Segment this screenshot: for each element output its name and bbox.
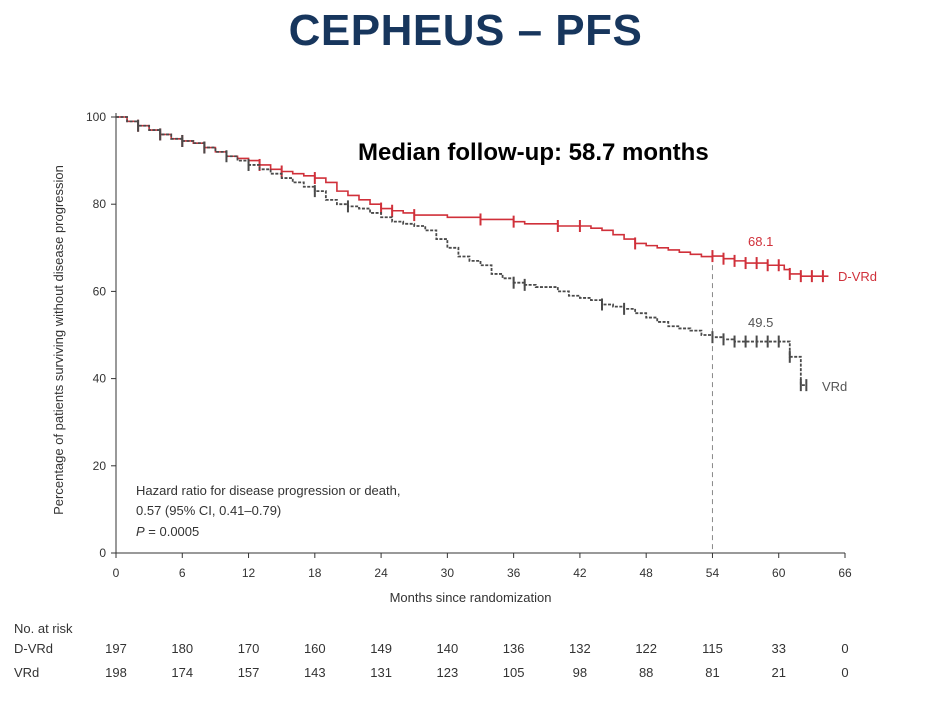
p-value: = 0.0005 [145,524,200,539]
vrd-end-label: VRd [822,379,847,394]
hazard-ratio-line1: Hazard ratio for disease progression or … [136,483,400,498]
x-tick-label: 30 [441,566,455,580]
risk-value-vrd: 81 [705,665,719,680]
risk-value-dvrd: 33 [771,641,785,656]
risk-value-vrd: 105 [503,665,525,680]
hazard-ratio-line2: 0.57 (95% CI, 0.41–0.79) [136,503,281,518]
y-tick-label: 100 [86,110,106,124]
risk-value-vrd: 98 [573,665,587,680]
risk-value-vrd: 88 [639,665,653,680]
risk-value-dvrd: 180 [171,641,193,656]
x-tick-label: 0 [113,566,120,580]
y-tick-label: 0 [99,546,106,560]
y-tick-label: 40 [93,372,107,386]
y-axis-title: Percentage of patients surviving without… [51,165,66,515]
risk-value-vrd: 21 [771,665,785,680]
risk-value-dvrd: 0 [841,641,848,656]
risk-value-vrd: 123 [437,665,459,680]
risk-value-dvrd: 132 [569,641,591,656]
series-layer [116,116,829,392]
risk-value-dvrd: 136 [503,641,525,656]
dvrd-end-label: D-VRd [838,269,877,284]
x-tick-label: 6 [179,566,186,580]
p-label: P [136,524,145,539]
risk-value-dvrd: 197 [105,641,127,656]
y-tick-label: 80 [93,197,107,211]
x-tick-label: 54 [706,566,720,580]
risk-value-dvrd: 140 [437,641,459,656]
x-tick-label: 18 [308,566,322,580]
vrd-median-label: 49.5 [748,315,773,330]
risk-value-dvrd: 149 [370,641,392,656]
follow-up-annotation: Median follow-up: 58.7 months [358,139,709,166]
annotation-layer: Median follow-up: 58.7 months Hazard rat… [136,139,877,539]
y-tick-label: 60 [93,284,107,298]
x-tick-label: 60 [772,566,786,580]
x-tick-label: 66 [838,566,852,580]
risk-row-label-dvrd: D-VRd [14,641,53,656]
y-tick-label: 20 [93,459,107,473]
risk-value-vrd: 157 [238,665,260,680]
risk-value-vrd: 0 [841,665,848,680]
axes: 0 6 12 18 24 30 36 42 48 54 60 66 0 20 40 60 80 100 Months… [51,110,852,605]
risk-value-vrd: 174 [171,665,193,680]
dvrd-median-label: 68.1 [748,234,773,249]
risk-table: No. at risk D-VRd VRd 197 180 170 160 149 140… [14,621,849,680]
x-axis-title: Months since randomization [390,590,552,605]
risk-value-dvrd: 122 [635,641,657,656]
risk-table-title: No. at risk [14,621,73,636]
x-tick-label: 42 [573,566,587,580]
x-tick-label: 48 [640,566,654,580]
risk-value-vrd: 198 [105,665,127,680]
risk-value-dvrd: 170 [238,641,260,656]
risk-value-vrd: 143 [304,665,326,680]
risk-value-dvrd: 160 [304,641,326,656]
slide-title: CEPHEUS – PFS [288,6,643,55]
x-tick-label: 24 [374,566,388,580]
risk-value-vrd: 131 [370,665,392,680]
x-tick-label: 36 [507,566,521,580]
p-value-line: P = 0.0005 [136,524,199,539]
x-tick-label: 12 [242,566,256,580]
risk-row-label-vrd: VRd [14,665,39,680]
risk-value-dvrd: 115 [702,641,723,656]
